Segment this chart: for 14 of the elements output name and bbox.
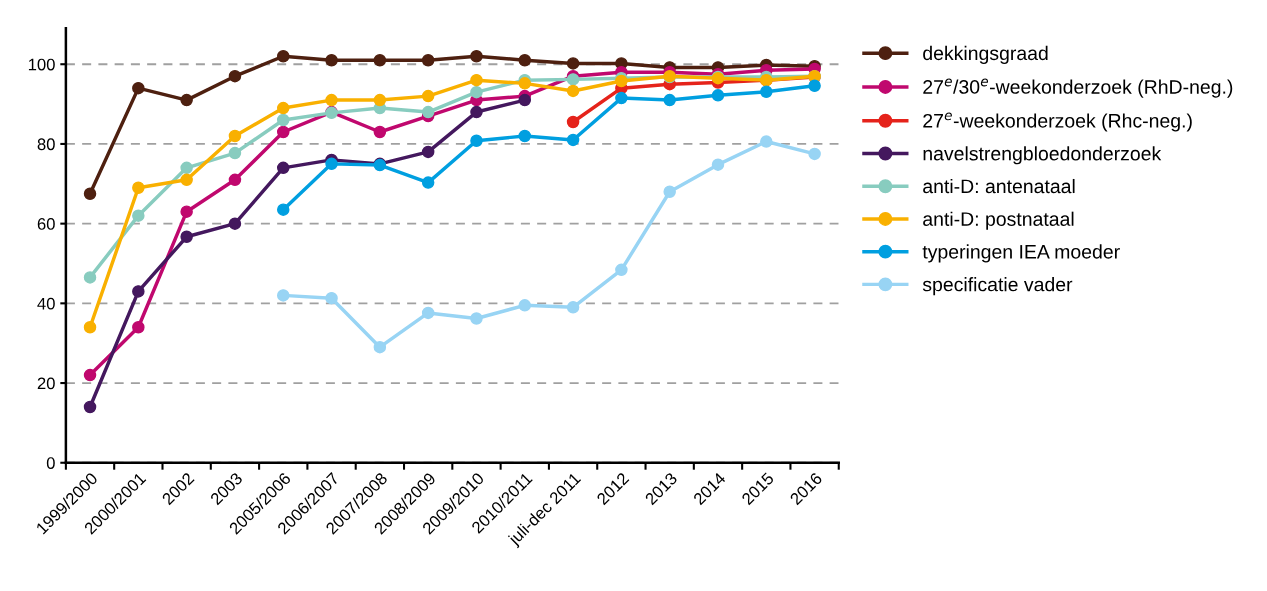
y-tick-label: 100: [28, 58, 55, 71]
y-tick-label: 20: [37, 377, 55, 390]
y-tick-label: 80: [37, 138, 55, 151]
legend-label: 27$^{e}$-weekonderzoek (Rhc-neg.): [923, 112, 1192, 132]
y-tick-label: 40: [37, 297, 55, 310]
legend-label: dekkingsgraad: [923, 45, 1048, 64]
y-tick-label: 0: [46, 457, 55, 469]
legend-label: anti-D: postnataal: [923, 211, 1074, 230]
legend-label: typeringen IEA moeder: [922, 244, 1120, 263]
legend-label: anti-D: antenataal: [923, 178, 1075, 194]
y-tick-label: 60: [37, 218, 55, 230]
legend-label: navelstrengbloedonderzoek: [923, 146, 1162, 165]
legend-label: specificatie vader: [922, 277, 1073, 296]
legend-label: 27$^{e}$/30$^{e}$-weekonderzoek (RhD-neg.): [923, 78, 1233, 98]
